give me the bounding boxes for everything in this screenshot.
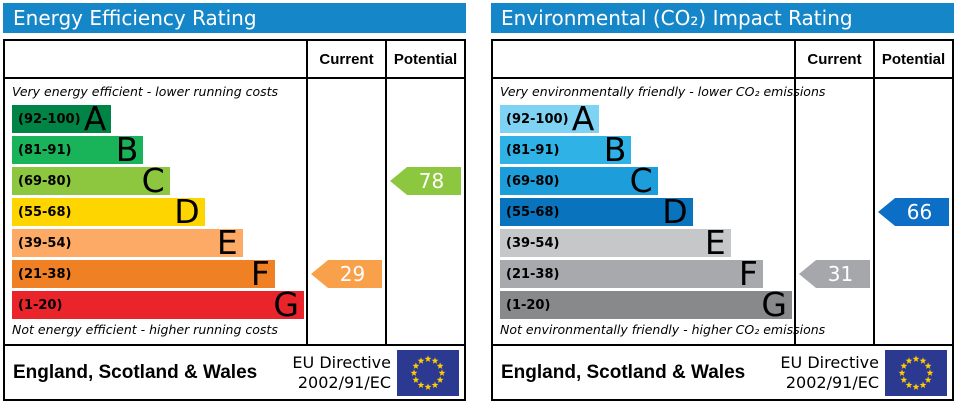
rating-scale: Very energy efficient - lower running co… [5, 79, 308, 344]
band-row-g: (1-20) G [12, 285, 304, 324]
band-letter: C [141, 161, 165, 200]
current-rating-arrow: 29 [311, 260, 382, 288]
band-letter: E [216, 223, 238, 262]
chart-header-spacer [5, 41, 308, 77]
band-row-b: (81-91) B [500, 130, 632, 169]
potential-column: 66 [875, 79, 952, 344]
band-range-label: (39-54) [18, 235, 72, 251]
column-header-row: Current Potential [493, 41, 952, 79]
region-label: England, Scotland & Wales [501, 361, 746, 383]
bottom-note: Not energy efficient - higher running co… [12, 322, 278, 337]
top-note: Very energy efficient - lower running co… [12, 84, 279, 99]
column-header-row: Current Potential [5, 41, 464, 79]
band-range-label: (81-91) [506, 142, 560, 158]
band-row-d: (55-68) D [12, 192, 205, 231]
band-row-a: (92-100) A [12, 99, 112, 138]
energy-panel-title: Energy Efficiency Rating [3, 3, 466, 33]
band-row-c: (69-80) C [12, 161, 170, 200]
epc-charts: Energy Efficiency Rating Current Potenti… [3, 3, 954, 401]
potential-column-header: Potential [881, 50, 946, 68]
band-range-label: (39-54) [506, 235, 560, 251]
band-letter: G [273, 285, 299, 324]
band-row-f: (21-38) F [12, 254, 275, 293]
eu-flag-icon [397, 349, 459, 396]
band-range-label: (92-100) [18, 111, 81, 127]
eu-flag-icon [885, 349, 947, 396]
band-letter: A [83, 99, 107, 138]
current-column-header: Current [796, 41, 875, 77]
band-row-b: (81-91) B [12, 130, 144, 169]
current-column: 29 [308, 79, 387, 344]
eu-directive-label: EU Directive 2002/91/EC [780, 353, 879, 392]
band-row-c: (69-80) C [500, 161, 658, 200]
band-letter: F [738, 254, 758, 293]
top-note: Very environmentally friendly - lower CO… [500, 84, 826, 99]
band-row-e: (39-54) E [12, 223, 243, 262]
current-column: 31 [796, 79, 875, 344]
band-letter: A [571, 99, 595, 138]
bottom-note: Not environmentally friendly - higher CO… [500, 322, 826, 337]
band-range-label: (92-100) [506, 111, 569, 127]
band-range-label: (1-20) [18, 297, 63, 313]
environmental-rating-table: Current Potential Very environmentally f… [491, 39, 954, 401]
environmental-panel-title: Environmental (CO₂) Impact Rating [491, 3, 954, 33]
potential-rating-arrow: 66 [878, 198, 949, 226]
band-range-label: (55-68) [506, 204, 560, 220]
band-row-d: (55-68) D [500, 192, 693, 231]
footer-row: England, Scotland & Wales EU Directive 2… [5, 344, 464, 399]
band-range-label: (69-80) [506, 173, 560, 189]
region-label: England, Scotland & Wales [13, 361, 258, 383]
band-letter: F [250, 254, 270, 293]
band-letter: C [629, 161, 653, 200]
rating-scale: Very environmentally friendly - lower CO… [493, 79, 826, 344]
current-rating-arrow: 31 [799, 260, 870, 288]
band-range-label: (21-38) [18, 266, 72, 282]
band-row-e: (39-54) E [500, 223, 731, 262]
band-letter: G [761, 285, 787, 324]
eu-directive-label: EU Directive 2002/91/EC [292, 353, 391, 392]
band-list: (92-100) A (81-91) B (69-80) C (55-68) D (39-54)… [500, 99, 792, 324]
footer-row: England, Scotland & Wales EU Directive 2… [493, 344, 952, 399]
band-letter: E [704, 223, 726, 262]
band-row-g: (1-20) G [500, 285, 792, 324]
energy-rating-table: Current Potential Very energy efficient … [3, 39, 466, 401]
band-range-label: (55-68) [18, 204, 72, 220]
energy-efficiency-panel: Energy Efficiency Rating Current Potenti… [3, 3, 466, 401]
band-letter: D [174, 192, 200, 231]
rating-body: Very environmentally friendly - lower CO… [493, 79, 952, 344]
rating-body: Very energy efficient - lower running co… [5, 79, 464, 344]
band-range-label: (21-38) [506, 266, 560, 282]
band-range-label: (69-80) [18, 173, 72, 189]
chart-header-spacer [493, 41, 796, 77]
band-row-f: (21-38) F [500, 254, 763, 293]
band-letter: B [115, 130, 139, 169]
potential-column: 78 [387, 79, 464, 344]
potential-column-header: Potential [393, 50, 458, 68]
band-letter: B [603, 130, 627, 169]
band-letter: D [662, 192, 688, 231]
band-range-label: (1-20) [506, 297, 551, 313]
band-row-a: (92-100) A [500, 99, 600, 138]
band-range-label: (81-91) [18, 142, 72, 158]
band-list: (92-100) A (81-91) B (69-80) C (55-68) D (39-54)… [12, 99, 304, 324]
current-column-header: Current [308, 41, 387, 77]
potential-rating-arrow: 78 [390, 167, 461, 195]
environmental-impact-panel: Environmental (CO₂) Impact Rating Curren… [491, 3, 954, 401]
